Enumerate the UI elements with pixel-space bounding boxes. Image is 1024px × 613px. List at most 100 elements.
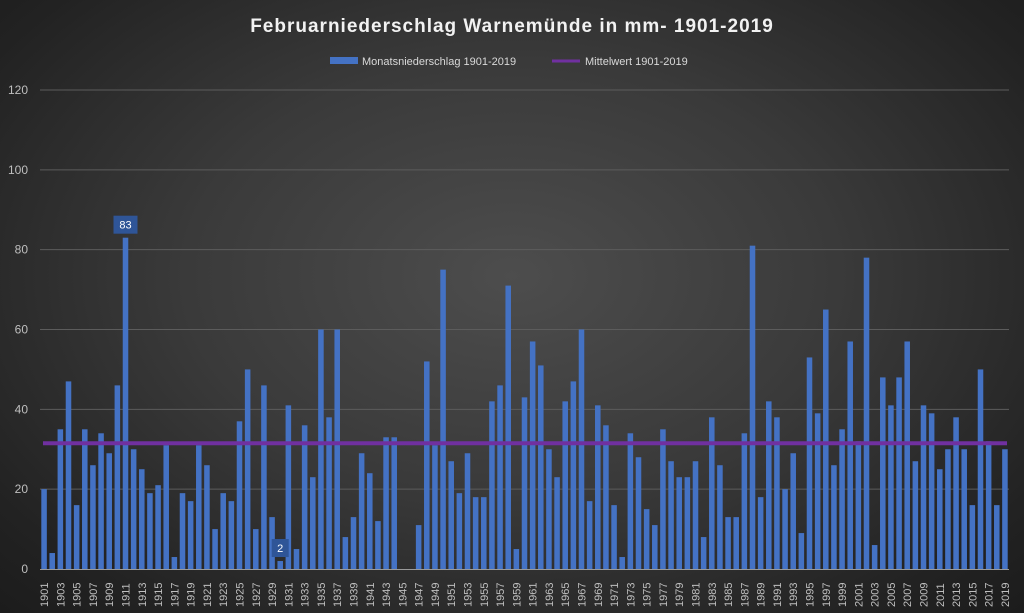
x-tick-label: 1967 [577,583,589,607]
data-label: 2 [277,543,283,555]
x-tick-label: 1905 [72,583,84,607]
bar-1919 [187,501,194,569]
x-tick-label: 2015 [967,583,979,607]
x-tick-label: 1959 [511,583,523,607]
bar-1906 [82,429,88,569]
bar-2013 [953,417,959,569]
x-tick-label: 1987 [739,583,751,607]
bar-1993 [790,453,796,569]
x-tick-label: 1919 [186,583,198,607]
bar-1927 [253,529,259,569]
bar-2018 [994,505,1000,569]
bar-1978 [668,461,674,569]
bar-2015 [969,505,976,569]
bar-1971 [611,505,617,569]
bar-2004 [880,377,886,569]
bar-2008 [912,461,919,569]
bar-1962 [538,365,544,569]
bar-1911 [122,237,129,570]
bar-1935 [318,329,324,569]
bar-2010 [928,413,935,569]
bar-2001 [855,441,862,569]
bar-1998 [831,465,837,569]
bar-1948 [424,361,430,569]
bar-1915 [155,485,161,569]
x-tick-label: 1953 [463,583,475,607]
bar-1916 [163,445,169,569]
bar-1964 [554,477,560,569]
x-tick-label: 1965 [560,583,572,607]
bar-1979 [676,477,682,569]
x-tick-label: 1963 [544,583,556,607]
bar-1975 [643,509,650,569]
y-tick-label: 100 [8,163,28,177]
bar-1941 [367,473,373,569]
x-tick-label: 1915 [153,583,165,607]
bar-1912 [130,449,137,569]
x-tick-label: 1973 [625,583,637,607]
bar-1903 [57,429,64,569]
x-tick-label: 1969 [593,583,605,607]
bar-1907 [90,465,96,569]
bar-1917 [171,557,178,569]
bar-1981 [692,461,699,569]
bar-2016 [977,369,984,569]
bar-2014 [961,449,967,569]
bar-1997 [823,309,829,569]
bar-1940 [358,453,365,569]
bar-2012 [945,449,951,569]
x-tick-label: 1935 [316,583,328,607]
bar-2006 [896,377,902,569]
x-tick-label: 2013 [951,583,963,607]
bar-1938 [342,537,349,569]
bar-1910 [114,385,121,569]
bar-1987 [741,433,748,569]
bar-1934 [310,477,316,569]
bar-1960 [521,397,528,569]
x-tick-label: 1943 [381,583,393,607]
chart-title: Februarniederschlag Warnemünde in mm- 19… [250,16,774,37]
bar-1982 [700,537,707,569]
bar-1922 [212,529,218,569]
bar-1950 [440,269,446,569]
bar-1961 [529,341,536,569]
bar-1965 [562,401,568,569]
legend-bar-swatch [330,57,358,64]
x-tick-label: 1949 [430,583,442,607]
x-tick-label: 1933 [300,583,312,607]
x-tick-label: 1975 [642,583,654,607]
bar-1966 [570,381,577,569]
x-tick-label: 1911 [121,583,133,607]
bar-1932 [293,549,300,569]
x-tick-label: 1961 [528,583,540,607]
x-tick-label: 1937 [332,583,344,607]
x-tick-label: 1927 [251,583,263,607]
x-tick-label: 2011 [935,583,947,607]
y-tick-label: 80 [15,243,29,257]
x-tick-label: 1981 [691,583,703,607]
bar-2000 [847,341,853,569]
x-tick-label: 1909 [104,583,116,607]
x-tick-label: 1995 [805,583,817,607]
data-label-box [271,539,289,558]
x-tick-label: 1955 [479,583,491,607]
bar-1957 [497,385,503,569]
bar-1967 [578,329,585,569]
x-tick-label: 1901 [39,583,51,607]
bar-1955 [481,497,487,569]
x-tick-label: 1941 [365,583,377,607]
bar-1924 [228,501,235,569]
x-tick-label: 1931 [283,583,295,607]
x-tick-label: 2009 [919,583,931,607]
x-tick-label: 1907 [88,583,100,607]
x-tick-label: 1977 [658,583,670,607]
bar-2003 [871,545,878,569]
y-tick-label: 20 [15,482,29,496]
bar-2011 [937,469,943,569]
bar-1972 [619,557,625,569]
bar-1976 [652,525,658,569]
x-tick-label: 2003 [870,583,882,607]
x-tick-label: 1957 [495,583,507,607]
bar-1977 [660,429,666,569]
y-tick-label: 60 [15,323,29,337]
